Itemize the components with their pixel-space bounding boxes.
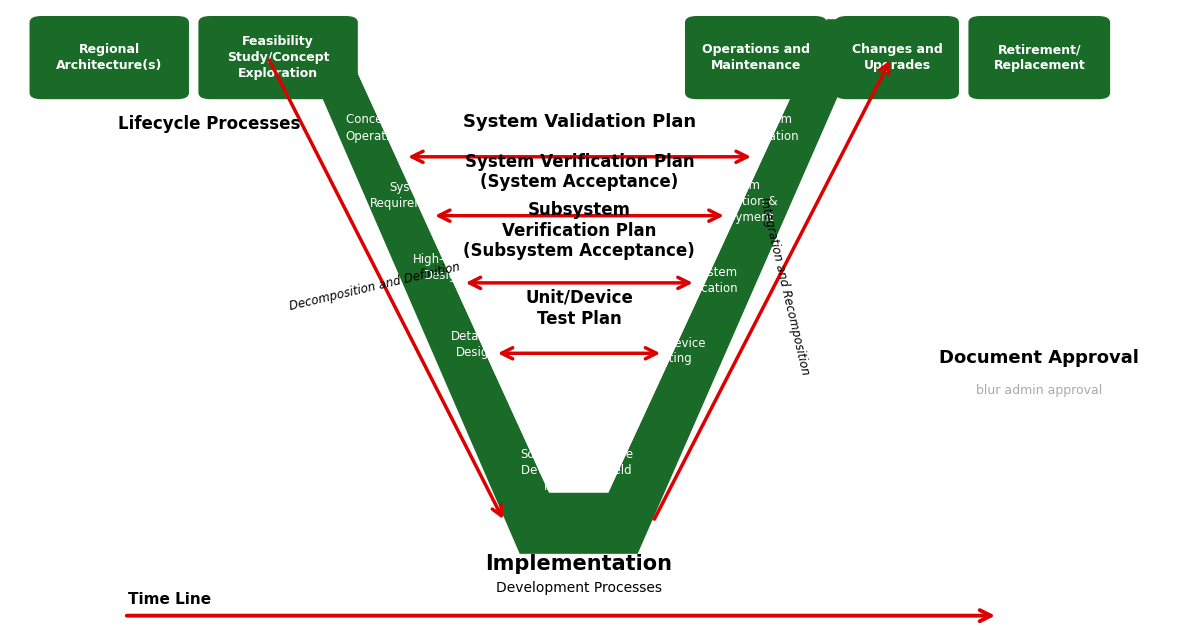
Text: Operations and
Maintenance: Operations and Maintenance bbox=[702, 43, 810, 72]
FancyBboxPatch shape bbox=[968, 16, 1110, 99]
Text: blur admin approval: blur admin approval bbox=[977, 384, 1102, 397]
Text: Detailed
Design: Detailed Design bbox=[451, 330, 501, 359]
Text: Time Line: Time Line bbox=[128, 592, 210, 607]
Text: Development Processes: Development Processes bbox=[496, 580, 661, 595]
FancyBboxPatch shape bbox=[198, 16, 358, 99]
Text: System Verification Plan
(System Acceptance): System Verification Plan (System Accepta… bbox=[464, 152, 694, 191]
Text: System Validation Plan: System Validation Plan bbox=[463, 113, 696, 131]
Text: System
Validation: System Validation bbox=[740, 113, 800, 143]
Text: Changes and
Upgrades: Changes and Upgrades bbox=[852, 43, 942, 72]
Text: Unit/Device
Testing: Unit/Device Testing bbox=[637, 336, 705, 365]
Polygon shape bbox=[520, 493, 638, 554]
Text: Integration and Recomposition: Integration and Recomposition bbox=[757, 196, 811, 376]
Text: Unit/Device
Test Plan: Unit/Device Test Plan bbox=[526, 289, 633, 328]
Text: Retirement/
Replacement: Retirement/ Replacement bbox=[993, 43, 1085, 72]
Text: Document Approval: Document Approval bbox=[939, 349, 1140, 367]
Text: System
Verification &
Deployment: System Verification & Deployment bbox=[698, 179, 778, 224]
Text: High-Level
Design: High-Level Design bbox=[412, 253, 476, 282]
Text: Subsystem
Verification: Subsystem Verification bbox=[672, 266, 738, 295]
Text: Subsystem
Verification Plan
(Subsystem Acceptance): Subsystem Verification Plan (Subsystem A… bbox=[463, 201, 696, 260]
Polygon shape bbox=[333, 19, 827, 493]
Text: Lifecycle Processes: Lifecycle Processes bbox=[118, 115, 300, 133]
Text: Regional
Architecture(s): Regional Architecture(s) bbox=[56, 43, 163, 72]
Polygon shape bbox=[288, 19, 872, 554]
FancyBboxPatch shape bbox=[685, 16, 827, 99]
Text: Software/Hardware
Development Field
Installation: Software/Hardware Development Field Inst… bbox=[520, 448, 633, 493]
Text: Concept of
Operations: Concept of Operations bbox=[345, 113, 411, 143]
Text: Decomposition and Definition: Decomposition and Definition bbox=[288, 260, 461, 313]
Text: Feasibility
Study/Concept
Exploration: Feasibility Study/Concept Exploration bbox=[227, 35, 329, 80]
Text: Implementation: Implementation bbox=[485, 554, 672, 575]
Text: System
Requirements: System Requirements bbox=[370, 180, 452, 210]
FancyBboxPatch shape bbox=[30, 16, 189, 99]
FancyBboxPatch shape bbox=[835, 16, 959, 99]
